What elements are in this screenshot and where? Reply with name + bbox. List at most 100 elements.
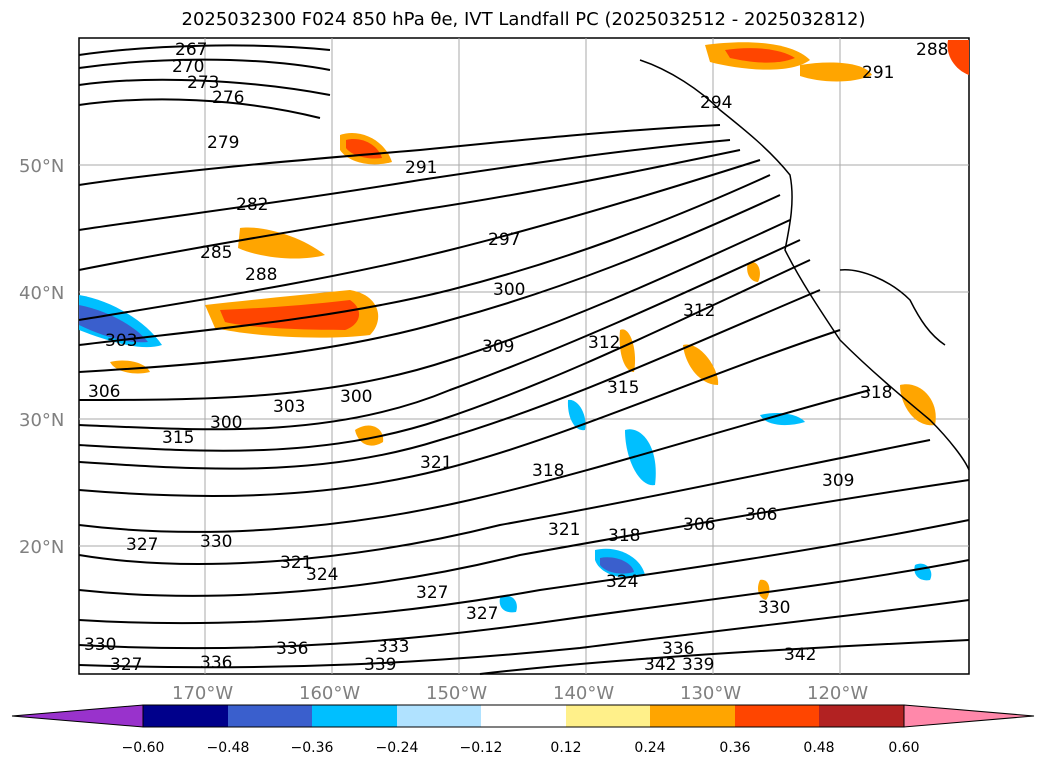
contour-label: 303 xyxy=(105,331,137,351)
contour-label: 330 xyxy=(200,532,232,552)
pos-patch-315 xyxy=(683,344,719,385)
neg-patch-324-core xyxy=(600,557,634,574)
contour-321 xyxy=(78,439,931,565)
neg-patch-small-2 xyxy=(760,412,805,426)
lon-label-150w: 150°W xyxy=(426,683,487,704)
contour-label: 312 xyxy=(683,301,715,321)
contour-330 xyxy=(78,559,970,650)
colorbar-segment-7 xyxy=(650,705,735,727)
contour-label: 282 xyxy=(236,195,268,215)
contour-288 xyxy=(78,149,741,271)
colorbar-tick: −0.12 xyxy=(460,740,503,756)
colorbar-tick: −0.24 xyxy=(376,740,419,756)
contour-303 xyxy=(78,219,791,401)
contour-label: 327 xyxy=(126,535,158,555)
contour-label: 327 xyxy=(416,583,448,603)
contour-312 xyxy=(78,289,821,470)
contour-label: 321 xyxy=(420,453,452,473)
pos-patch-285 xyxy=(238,227,325,259)
contour-label: 336 xyxy=(662,639,694,659)
contour-label: 297 xyxy=(488,230,520,250)
contour-label: 279 xyxy=(207,133,239,153)
colorbar-outline xyxy=(142,704,905,728)
coastline xyxy=(639,59,970,471)
contour-label: 324 xyxy=(306,565,338,585)
pos-patch-312 xyxy=(619,329,636,372)
contour-label: 318 xyxy=(608,526,640,546)
contour-label: 312 xyxy=(588,333,620,353)
contour-285 xyxy=(78,139,731,231)
contour-276 xyxy=(78,98,321,119)
colorbar: −0.60 −0.48 −0.36 −0.24 −0.12 0.12 0.24 … xyxy=(11,704,1035,756)
colorbar-tick: −0.48 xyxy=(207,740,250,756)
pos-patch-small-2 xyxy=(758,579,770,600)
colorbar-extend-low xyxy=(11,704,144,728)
colorbar-tick: 0.24 xyxy=(634,740,665,756)
colorbar-segment-9 xyxy=(819,705,904,727)
contour-282 xyxy=(78,124,721,186)
lat-label-30n: 30°N xyxy=(19,410,64,431)
neg-patch-west-core xyxy=(79,305,148,343)
contour-label: 309 xyxy=(482,337,514,357)
colorbar-tick: −0.36 xyxy=(291,740,334,756)
contour-label: 285 xyxy=(200,243,232,263)
lon-label-160w: 160°W xyxy=(299,683,360,704)
contour-label: 267 xyxy=(175,40,207,60)
contour-label: 339 xyxy=(364,655,396,675)
lon-label-130w: 130°W xyxy=(680,683,741,704)
contour-label: 321 xyxy=(548,520,580,540)
contour-label: 330 xyxy=(84,635,116,655)
contour-label: 330 xyxy=(758,598,790,618)
contour-label: 288 xyxy=(245,265,277,285)
contour-306 xyxy=(78,239,801,431)
colorbar-tick: 0.60 xyxy=(888,740,919,756)
contour-label: 288 xyxy=(916,40,948,60)
contour-label: 315 xyxy=(162,428,194,448)
contour-label: 300 xyxy=(340,387,372,407)
contour-label: 273 xyxy=(187,73,219,93)
contour-label: 306 xyxy=(683,515,715,535)
contour-label: 276 xyxy=(212,88,244,108)
coastline-gulf xyxy=(839,269,946,346)
colorbar-segment-2 xyxy=(228,705,312,727)
contour-336 xyxy=(78,599,970,669)
lon-label-170w: 170°W xyxy=(172,683,233,704)
contour-lines xyxy=(78,44,970,675)
colorbar-extend-high xyxy=(903,704,1035,728)
contour-label: 291 xyxy=(862,63,894,83)
colorbar-segment-4 xyxy=(397,705,481,727)
contour-270 xyxy=(78,58,331,71)
colorbar-segment-3 xyxy=(312,705,397,727)
contour-label: 300 xyxy=(210,413,242,433)
contour-300 xyxy=(78,194,781,373)
colorbar-segment-6 xyxy=(566,705,650,727)
contour-label: 294 xyxy=(700,93,732,113)
contour-label: 270 xyxy=(172,57,204,77)
contour-label: 291 xyxy=(405,158,437,178)
lat-label-20n: 20°N xyxy=(19,537,64,558)
neg-patch-318 xyxy=(625,429,656,486)
contour-label: 303 xyxy=(273,397,305,417)
colorbar-tick: 0.48 xyxy=(803,740,834,756)
pos-patch-small-3 xyxy=(110,360,150,374)
colorbar-segment-1 xyxy=(143,705,228,727)
pos-patch-small-1 xyxy=(747,261,760,282)
contour-label: 318 xyxy=(532,461,564,481)
contour-label: 306 xyxy=(745,505,777,525)
contour-label: 324 xyxy=(606,572,638,592)
contour-342 xyxy=(479,639,970,675)
contour-label: 321 xyxy=(280,553,312,573)
contour-273 xyxy=(78,78,331,96)
contour-label: 327 xyxy=(110,655,142,675)
contour-label: 327 xyxy=(466,604,498,624)
colorbar-segment-8 xyxy=(735,705,819,727)
contour-label: 300 xyxy=(493,280,525,300)
contour-label: 339 xyxy=(682,655,714,675)
contour-label: 336 xyxy=(276,639,308,659)
contour-309 xyxy=(78,259,811,452)
lat-label-40n: 40°N xyxy=(19,283,64,304)
contour-labels: 267 270 273 276 279 282 285 288 291 291 … xyxy=(84,40,948,675)
neg-patch-small-3 xyxy=(499,595,517,613)
pos-patch-ne xyxy=(947,40,969,75)
